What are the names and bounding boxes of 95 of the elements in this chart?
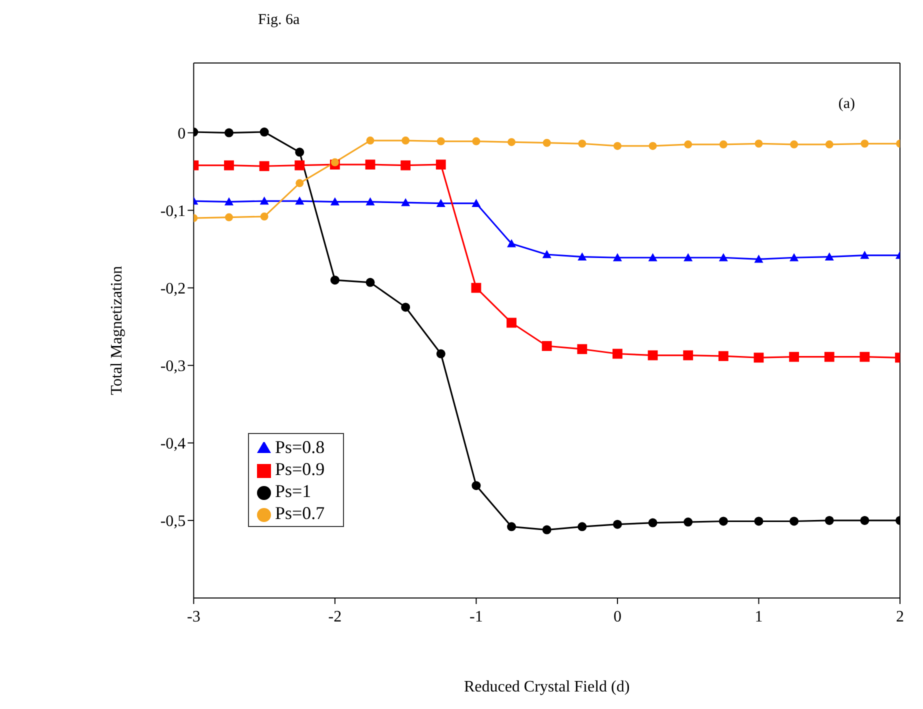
legend-label: Ps=0.9	[275, 459, 325, 479]
legend-label: Ps=0.8	[275, 437, 325, 457]
point	[471, 282, 482, 293]
point	[754, 516, 764, 526]
point	[295, 196, 304, 205]
point	[294, 160, 305, 170]
point	[789, 352, 799, 362]
point	[224, 128, 234, 138]
legend-label: Ps=0.7	[275, 503, 325, 523]
point	[260, 128, 269, 137]
point	[436, 160, 446, 170]
point	[718, 351, 728, 362]
x-tick-label: 2	[896, 608, 904, 626]
point	[542, 250, 552, 258]
point	[436, 137, 445, 146]
point	[648, 253, 658, 262]
point	[612, 520, 622, 529]
point	[472, 198, 481, 207]
y-tick-label: -0,4	[160, 436, 186, 453]
y-axis-title: Total Magnetization	[108, 266, 126, 396]
point	[542, 341, 552, 351]
point	[508, 138, 516, 146]
x-tick-label: 1	[754, 608, 763, 626]
point	[612, 348, 622, 359]
point	[472, 481, 481, 490]
point	[683, 350, 694, 360]
x-tick-label: -3	[187, 608, 200, 626]
x-axis-title: Reduced Crystal Field (d)	[464, 678, 630, 696]
point	[330, 158, 339, 166]
point	[790, 516, 799, 526]
point	[224, 197, 234, 206]
x-tick-label: -1	[470, 608, 483, 626]
point	[790, 140, 798, 148]
point	[754, 352, 764, 363]
point	[860, 352, 870, 362]
point	[401, 302, 410, 312]
point	[824, 252, 834, 260]
chart-title: Fig. 6a	[258, 12, 300, 29]
point	[436, 198, 446, 207]
point	[542, 138, 551, 147]
point	[684, 140, 692, 148]
point	[648, 350, 658, 360]
annotation: (a)	[838, 96, 855, 113]
point	[260, 196, 269, 205]
point	[400, 160, 411, 170]
y-tick-label: -0,2	[160, 280, 186, 298]
x-tick-label: -2	[328, 608, 342, 626]
y-tick-label: -0,5	[160, 513, 186, 530]
point	[824, 516, 834, 525]
point	[224, 160, 234, 170]
point	[860, 250, 870, 259]
point	[224, 213, 233, 222]
point	[860, 140, 869, 148]
point	[648, 518, 658, 528]
point	[330, 197, 340, 206]
point	[718, 253, 728, 262]
point	[790, 253, 799, 262]
point	[260, 212, 268, 221]
point	[684, 518, 693, 527]
point	[578, 522, 587, 532]
point	[401, 198, 410, 206]
point	[365, 160, 376, 170]
point	[860, 516, 870, 525]
point	[754, 254, 764, 263]
y-tick-label: -0,1	[160, 203, 186, 220]
point	[612, 253, 622, 262]
point	[578, 140, 586, 148]
point	[507, 239, 516, 248]
point	[366, 278, 375, 287]
point	[754, 140, 763, 148]
point	[825, 140, 834, 148]
x-tick-label: 0	[613, 608, 622, 626]
point	[684, 253, 693, 262]
point	[436, 349, 446, 358]
point	[296, 179, 304, 188]
point	[578, 252, 587, 260]
point	[295, 148, 304, 157]
point	[506, 318, 516, 328]
point	[577, 344, 588, 354]
point	[330, 276, 340, 285]
point	[472, 137, 480, 146]
point	[366, 136, 374, 145]
point	[402, 136, 410, 145]
y-tick-label: 0	[178, 125, 186, 142]
point	[507, 522, 516, 532]
point	[824, 352, 834, 362]
point	[648, 142, 657, 150]
point	[613, 142, 622, 150]
point	[719, 140, 728, 148]
legend-label: Ps=1	[275, 481, 312, 501]
point	[542, 525, 552, 534]
point	[366, 197, 375, 206]
y-tick-label: -0,3	[160, 358, 186, 376]
point	[259, 161, 270, 172]
point	[718, 516, 728, 526]
